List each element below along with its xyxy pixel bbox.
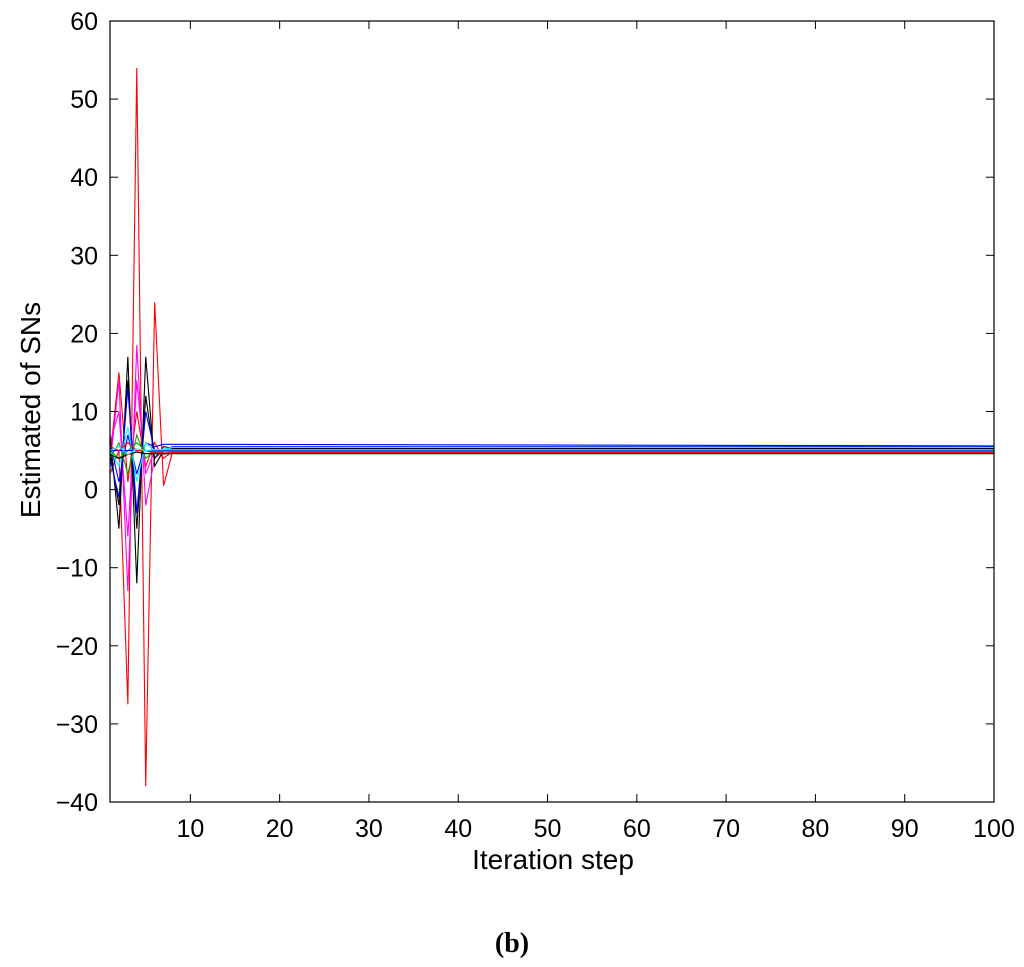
x-tick-label: 50 [534,815,562,843]
series-line-12 [109,451,994,459]
series-line-2 [109,372,994,482]
series-line-15 [109,446,994,456]
x-tick-label: 10 [176,815,204,843]
y-axis-label: Estimated of SNs [15,302,46,518]
y-tick-label: −30 [56,711,98,739]
series-line-6 [109,380,994,529]
x-tick-label: 70 [712,815,740,843]
x-tick-label: 40 [444,815,472,843]
x-axis: 10 20 30 40 50 60 70 80 90 100 [176,21,1015,843]
series-line-9 [109,426,994,482]
y-tick-label: 20 [70,320,98,348]
figure-caption: (b) [494,928,530,959]
series-line-3 [109,345,994,592]
x-axis-label: Iteration step [472,844,634,875]
y-tick-label: −20 [56,633,98,661]
series-line-4 [109,380,994,537]
y-tick-label: 10 [70,399,98,427]
y-tick-label: 60 [70,8,98,36]
y-tick-label: 50 [70,86,98,114]
x-tick-label: 20 [266,815,294,843]
x-tick-label: 100 [973,815,1015,843]
y-tick-label: 30 [70,242,98,270]
x-tick-label: 30 [355,815,383,843]
x-tick-label: 60 [623,815,651,843]
x-tick-label: 90 [891,815,919,843]
series-line-8 [109,434,995,482]
y-tick-label: −40 [56,789,98,817]
series-line-1 [109,67,994,787]
y-tick-label: 0 [84,477,98,505]
y-axis: −40 −30 −20 −10 0 10 20 30 40 50 60 [56,8,994,817]
plot-lines [109,67,995,787]
series-line-5 [109,356,994,584]
series-line-14 [109,442,994,454]
y-tick-label: −10 [56,555,98,583]
y-tick-label: 40 [70,164,98,192]
x-tick-label: 80 [802,815,830,843]
series-line-7 [109,388,994,514]
series-line-10 [109,433,994,475]
plot-area-frame [109,20,995,803]
